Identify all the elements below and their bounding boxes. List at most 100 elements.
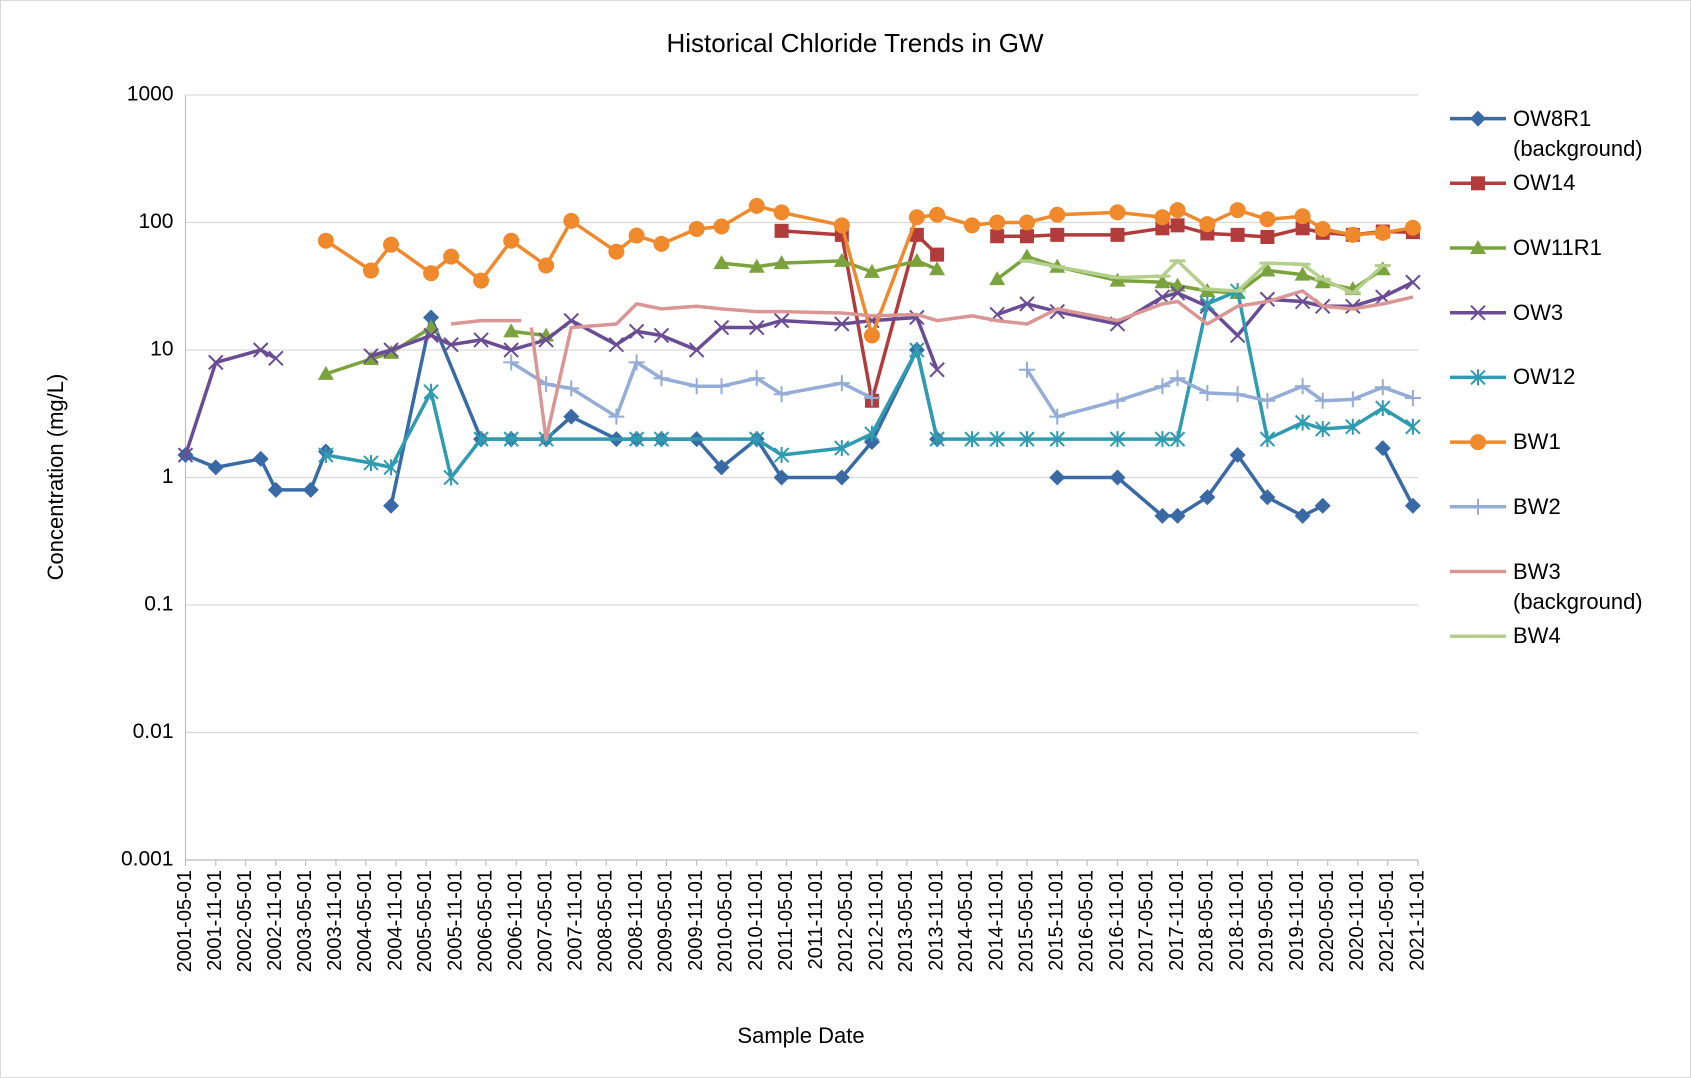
marker — [563, 380, 580, 397]
marker — [1050, 227, 1065, 242]
y-tick-label: 0.001 — [121, 848, 174, 871]
marker — [833, 375, 850, 392]
x-tick-label: 2005-05-01 — [414, 870, 436, 972]
x-tick-label: 2020-11-01 — [1346, 870, 1368, 971]
marker — [930, 247, 945, 262]
marker — [1109, 204, 1126, 221]
marker — [748, 258, 765, 273]
marker — [383, 497, 400, 514]
marker — [688, 378, 705, 395]
marker — [1470, 434, 1486, 451]
x-tick-label: 2013-05-01 — [895, 870, 917, 972]
marker — [1470, 369, 1486, 386]
marker — [1019, 229, 1034, 244]
marker — [834, 316, 850, 332]
marker — [1295, 221, 1310, 236]
marker — [608, 243, 625, 260]
marker — [688, 342, 705, 358]
series-line — [325, 254, 1384, 376]
marker — [713, 459, 730, 476]
marker — [302, 481, 319, 498]
marker — [503, 232, 520, 249]
marker — [989, 271, 1006, 286]
marker — [1470, 110, 1486, 127]
marker — [252, 450, 269, 467]
marker — [563, 408, 580, 425]
marker — [1169, 202, 1186, 219]
marker — [1404, 390, 1421, 407]
marker — [713, 319, 730, 336]
marker — [1374, 440, 1391, 457]
marker — [1169, 285, 1186, 301]
marker — [1109, 469, 1126, 486]
marker — [503, 323, 520, 338]
marker — [1049, 408, 1066, 425]
marker — [1169, 507, 1186, 524]
marker — [1018, 214, 1035, 231]
marker — [1344, 391, 1361, 408]
marker — [423, 383, 439, 400]
marker — [1405, 418, 1421, 435]
marker — [989, 431, 1005, 448]
marker — [929, 362, 945, 378]
y-tick-label: 1 — [162, 465, 174, 488]
marker — [317, 232, 334, 249]
marker — [1294, 378, 1311, 395]
x-tick-label: 2003-11-01 — [324, 870, 346, 971]
marker — [748, 197, 765, 214]
marker — [1199, 216, 1216, 233]
marker — [909, 342, 925, 358]
legend-label: OW14 — [1513, 170, 1576, 196]
marker — [1018, 248, 1035, 263]
marker — [929, 431, 945, 448]
marker — [929, 261, 946, 276]
marker — [1229, 386, 1246, 403]
marker — [1199, 295, 1216, 312]
x-axis-title: Sample Date — [737, 1023, 864, 1048]
y-tick-label: 0.01 — [133, 720, 174, 743]
marker — [1109, 431, 1126, 448]
marker — [608, 408, 625, 425]
x-tick-label: 2010-05-01 — [715, 870, 737, 972]
x-tick-label: 2016-11-01 — [1106, 870, 1128, 971]
marker — [908, 252, 925, 267]
marker — [1154, 507, 1171, 524]
x-tick-label: 2021-05-01 — [1376, 870, 1398, 972]
marker — [207, 459, 224, 476]
marker — [318, 447, 334, 464]
x-tick-label: 2018-11-01 — [1226, 870, 1248, 971]
marker — [989, 214, 1006, 231]
legend-label: BW1 — [1513, 429, 1561, 455]
x-tick-label: 2018-05-01 — [1196, 870, 1218, 972]
x-tick-label: 2017-11-01 — [1166, 870, 1188, 971]
marker — [628, 354, 645, 371]
x-tick-label: 2012-11-01 — [865, 870, 887, 971]
marker — [1259, 489, 1276, 506]
marker — [423, 327, 439, 344]
marker — [1169, 431, 1186, 448]
marker — [1018, 361, 1035, 378]
marker — [773, 469, 790, 486]
marker — [423, 319, 440, 334]
marker — [964, 217, 981, 234]
series-line — [450, 289, 1414, 441]
marker — [443, 469, 459, 486]
marker — [1374, 224, 1391, 241]
marker — [1259, 431, 1276, 448]
marker — [1170, 218, 1185, 233]
marker — [1315, 421, 1331, 438]
marker — [362, 262, 379, 279]
marker — [253, 342, 269, 358]
marker — [208, 354, 224, 371]
marker — [964, 431, 980, 448]
marker — [1314, 220, 1331, 237]
marker — [1470, 304, 1486, 321]
marker — [383, 236, 400, 253]
marker — [863, 390, 880, 407]
x-tick-label: 2004-05-01 — [354, 870, 376, 972]
marker — [1294, 266, 1311, 281]
y-tick-label: 10 — [150, 338, 173, 361]
marker — [1259, 211, 1276, 228]
marker — [1259, 262, 1276, 277]
